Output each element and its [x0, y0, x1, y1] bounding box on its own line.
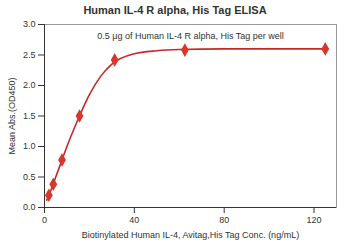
svg-text:0.5: 0.5 — [23, 172, 36, 182]
svg-text:40: 40 — [129, 215, 139, 225]
svg-text:1.0: 1.0 — [23, 141, 36, 151]
svg-text:120: 120 — [307, 215, 322, 225]
svg-text:80: 80 — [219, 215, 229, 225]
svg-text:2.5: 2.5 — [23, 50, 36, 60]
html-text:Human IL-4 R alpha, His Tag EL: Human IL-4 R alpha, His Tag ELISA — [83, 4, 267, 16]
svg-text:3.0: 3.0 — [23, 19, 36, 29]
svg-text:0.5 μg of Human IL-4 R alpha,: 0.5 μg of Human IL-4 R alpha, His Tag pe… — [97, 31, 284, 41]
svg-text:2.0: 2.0 — [23, 80, 36, 90]
svg-text:0.0: 0.0 — [23, 202, 36, 212]
svg-text:Biotinylated Human IL-4, Avita: Biotinylated Human IL-4, Avitag,His Tag … — [82, 230, 299, 240]
svg-text:1.5: 1.5 — [23, 111, 36, 121]
svg-text:Mean Abs.(OD450): Mean Abs.(OD450) — [7, 77, 17, 154]
svg-text:0: 0 — [42, 215, 47, 225]
